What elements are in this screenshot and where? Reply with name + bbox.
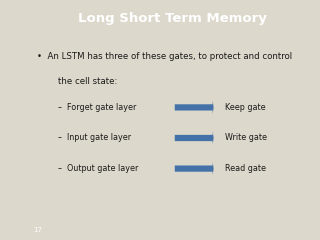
Text: –  Input gate layer: – Input gate layer [58, 133, 131, 143]
Text: the cell state:: the cell state: [58, 77, 117, 86]
Text: –  Output gate layer: – Output gate layer [58, 164, 139, 173]
Text: •  An LSTM has three of these gates, to protect and control: • An LSTM has three of these gates, to p… [37, 52, 292, 60]
Text: Long Short Term Memory: Long Short Term Memory [77, 12, 267, 25]
Text: –  Forget gate layer: – Forget gate layer [58, 103, 136, 112]
Text: Read gate: Read gate [225, 164, 266, 173]
Text: Keep gate: Keep gate [225, 103, 266, 112]
Text: 17: 17 [33, 227, 42, 233]
Text: Write gate: Write gate [225, 133, 267, 143]
